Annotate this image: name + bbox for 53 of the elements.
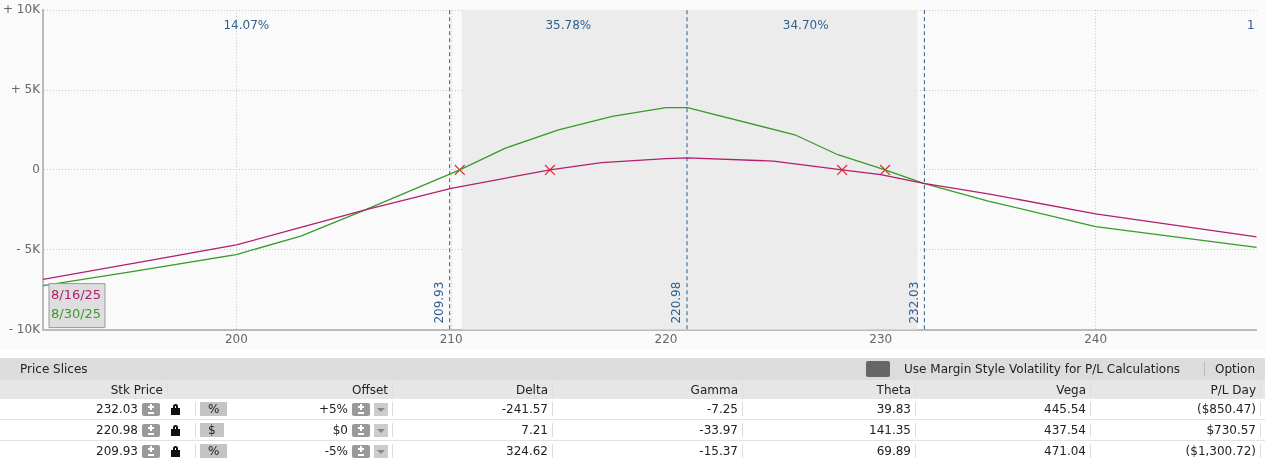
text: -15.37 xyxy=(553,444,743,458)
series-label: 8/30/25 xyxy=(51,306,102,322)
y-tick-label: 0 xyxy=(32,162,41,177)
text: % xyxy=(200,444,228,458)
text: 471.04 xyxy=(916,444,1091,458)
text: 445.54 xyxy=(916,402,1091,416)
text: 69.89 xyxy=(743,444,916,458)
text: 39.83 xyxy=(743,402,916,416)
annotation: 14.07% xyxy=(223,18,270,33)
text: $730.57 xyxy=(1091,423,1261,437)
text: 324.62 xyxy=(393,444,553,458)
text: Offset xyxy=(196,382,393,397)
ref-line-label: 220.98 xyxy=(669,281,684,324)
text: % xyxy=(200,402,228,416)
y-tick-label: - 10K xyxy=(8,321,42,336)
text: 141.35 xyxy=(743,423,916,437)
x-tick-label: 220 xyxy=(654,331,678,346)
text: Delta xyxy=(393,382,553,397)
annotation: 1 xyxy=(1247,18,1255,33)
x-tick-label: 200 xyxy=(224,331,248,346)
y-tick-label: - 5K xyxy=(16,241,42,256)
text: ($850.47) xyxy=(1091,402,1261,416)
text: 232.03 xyxy=(95,402,139,416)
x-tick-label: 230 xyxy=(869,331,893,346)
text: Gamma xyxy=(553,382,743,397)
text: Price Slices xyxy=(19,362,89,376)
y-tick-label: + 10K xyxy=(2,2,42,17)
annotation: 35.78% xyxy=(545,18,592,33)
text: ($1,300.72) xyxy=(1091,444,1261,458)
text: $ xyxy=(200,423,224,437)
y-tick-label: + 5K xyxy=(10,82,42,97)
text: Use Margin Style Volatility for P/L Calculations xyxy=(904,362,1180,376)
text: 437.54 xyxy=(916,423,1091,437)
ref-line-label: 232.03 xyxy=(906,281,921,324)
ref-line-label: 209.93 xyxy=(431,281,446,324)
text: -7.25 xyxy=(553,402,743,416)
text: 220.98 xyxy=(95,423,139,437)
text: -5% xyxy=(324,444,349,458)
series-label: 8/16/25 xyxy=(51,287,102,303)
text: +5% xyxy=(318,402,349,416)
text: 7.21 xyxy=(393,423,553,437)
text: P/L Day xyxy=(1091,382,1261,397)
text: 209.93 xyxy=(95,444,139,458)
text: Option xyxy=(1204,362,1265,376)
text: Stk Price xyxy=(0,382,168,397)
x-tick-label: 210 xyxy=(439,331,463,346)
text: -33.97 xyxy=(553,423,743,437)
text: Vega xyxy=(916,382,1091,397)
text: -241.57 xyxy=(393,402,553,416)
text: Theta xyxy=(743,382,916,397)
x-tick-label: 240 xyxy=(1084,331,1108,346)
text: $0 xyxy=(332,423,349,437)
annotation: 34.70% xyxy=(782,18,829,33)
